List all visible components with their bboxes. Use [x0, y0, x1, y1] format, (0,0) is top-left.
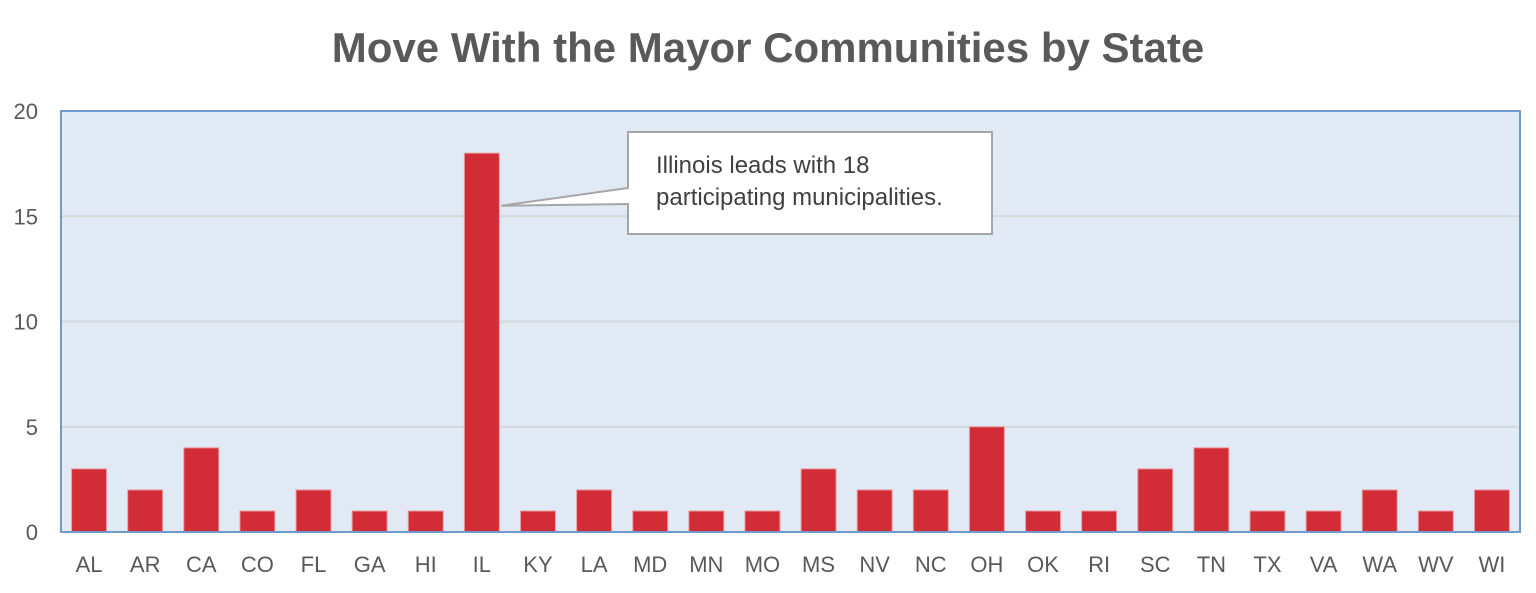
x-tick-label: AR [130, 552, 161, 577]
y-tick-label: 20 [14, 99, 38, 124]
bar-FL [295, 489, 332, 533]
bar-MD [632, 510, 669, 533]
annotation-line-1: Illinois leads with 18 [656, 152, 870, 179]
bar-SC [1137, 468, 1174, 533]
bar-OK [1025, 510, 1062, 533]
x-tick-label: WA [1362, 552, 1397, 577]
bar-RI [1081, 510, 1118, 533]
x-tick-label: RI [1088, 552, 1110, 577]
annotation-line-2: participating municipalities. [656, 184, 943, 211]
bar-TN [1193, 447, 1230, 533]
x-tick-label: NV [859, 552, 890, 577]
x-tick-label: MN [689, 552, 723, 577]
bar-VA [1305, 510, 1342, 533]
callout-box [501, 131, 993, 235]
bar-HI [407, 510, 444, 533]
x-tick-label: TX [1253, 552, 1281, 577]
x-tick-label: TN [1197, 552, 1226, 577]
y-tick-label: 10 [14, 310, 38, 335]
chart-title: Move With the Mayor Communities by State [331, 24, 1205, 71]
x-tick-label: MS [802, 552, 835, 577]
bar-OH [968, 426, 1005, 533]
x-tick-label: NC [915, 552, 947, 577]
bar-CA [183, 447, 220, 533]
bar-WA [1361, 489, 1398, 533]
x-tick-label: LA [581, 552, 608, 577]
bar-NV [856, 489, 893, 533]
x-tick-label: SC [1140, 552, 1171, 577]
bar-WV [1417, 510, 1454, 533]
bar-AL [71, 468, 108, 533]
y-tick-label: 5 [26, 415, 38, 440]
bar-NC [912, 489, 949, 533]
x-tick-label: HI [415, 552, 437, 577]
bar-MS [800, 468, 837, 533]
x-tick-label: WV [1418, 552, 1454, 577]
x-tick-label: MO [745, 552, 780, 577]
bar-MO [744, 510, 781, 533]
x-tick-label: GA [354, 552, 386, 577]
bar-WI [1473, 489, 1510, 533]
y-tick-label: 15 [14, 204, 38, 229]
x-tick-label: IL [473, 552, 491, 577]
x-tick-label: MD [633, 552, 667, 577]
bar-GA [351, 510, 388, 533]
y-tick-label: 0 [26, 520, 38, 545]
bar-KY [519, 510, 556, 533]
x-tick-label: WI [1478, 552, 1505, 577]
x-tick-label: CA [186, 552, 217, 577]
x-tick-label: OH [970, 552, 1003, 577]
bar-MN [688, 510, 725, 533]
x-tick-label: VA [1310, 552, 1338, 577]
x-tick-label: AL [76, 552, 103, 577]
bar-AR [127, 489, 164, 533]
bar-LA [576, 489, 613, 533]
bar-CO [239, 510, 276, 533]
bar-TX [1249, 510, 1286, 533]
x-tick-label: OK [1027, 552, 1059, 577]
bar-IL [463, 152, 500, 533]
x-tick-label: CO [241, 552, 274, 577]
annotation-callout: Illinois leads with 18 participating mun… [628, 132, 992, 234]
x-tick-label: FL [301, 552, 327, 577]
x-tick-label: KY [523, 552, 553, 577]
